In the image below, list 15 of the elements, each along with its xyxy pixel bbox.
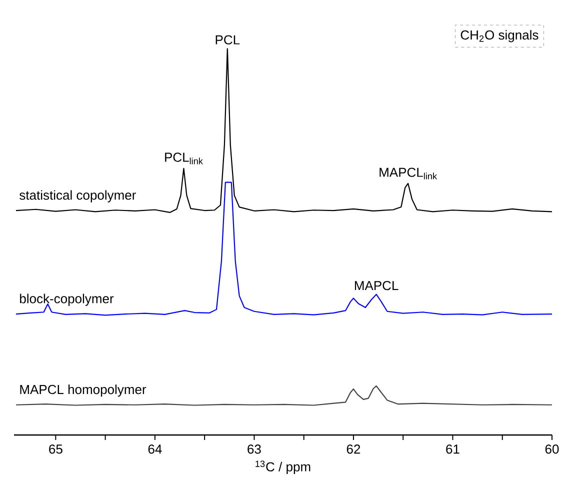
text: CH$_{2}$O signals	[460, 30, 538, 42]
x-tick-label: 65	[49, 444, 62, 454]
x-tick-label: 64	[148, 444, 162, 454]
x-tick-label: 63	[248, 444, 261, 454]
annotation: MAPCL	[354, 280, 398, 290]
annotation: PCL	[216, 35, 240, 44]
x-tick-label: 62	[346, 444, 360, 454]
series-label: statistical copolymer	[20, 190, 136, 202]
x-tick-label: 60	[545, 444, 559, 454]
series-label: MAPCL homopolymer	[20, 384, 146, 397]
series-label: block-copolymer	[20, 294, 114, 306]
annotation: PCL$_{link}$	[165, 152, 203, 164]
x-axis-title: $^{13}$C / ppm	[256, 460, 310, 474]
x-tick-label: 61	[446, 444, 460, 454]
annotation: MAPCL$_{link}$	[380, 168, 438, 180]
